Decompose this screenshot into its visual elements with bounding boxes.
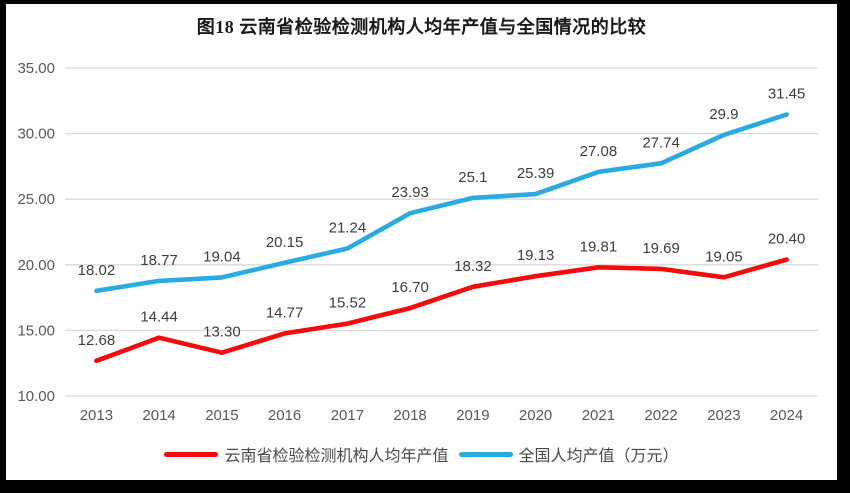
line-chart-svg: 10.00 15.00 20.00 25.00 30.00 35.00 2013 2014 20… [17,60,818,424]
x-axis-tick-label: 2024 [770,407,803,424]
legend-item-yunnan: 云南省检验检测机构人均年产值 [164,442,449,466]
series-line-1 [94,112,789,294]
x-axis-tick-label: 2018 [393,407,426,424]
data-label: 20.15 [266,234,304,251]
y-axis-tick-label: 15.00 [17,322,55,339]
data-label: 29.9 [709,106,738,123]
series-line-0 [94,257,789,364]
data-label: 19.69 [642,240,680,257]
x-axis-tick-label: 2022 [644,407,677,424]
data-label: 19.04 [203,248,241,265]
data-label: 20.40 [768,231,806,248]
legend-line-swatch-blue [458,451,513,457]
data-label: 23.93 [391,184,429,201]
data-label: 27.08 [580,143,618,160]
data-label: 27.74 [642,134,680,151]
data-label: 19.81 [580,238,618,255]
x-axis-tick-label: 2014 [142,407,175,424]
data-label: 19.13 [517,247,555,264]
legend-item-national: 全国人均产值（万元） [458,442,679,466]
x-axis-tick-label: 2015 [205,407,238,424]
data-label: 12.68 [78,332,116,349]
data-label: 31.45 [768,86,806,103]
legend-label-yunnan: 云南省检验检测机构人均年产值 [224,448,449,465]
data-label: 21.24 [329,220,367,237]
x-axis-tick-label: 2019 [456,407,489,424]
legend-label-national: 全国人均产值（万元） [518,448,679,465]
y-axis-tick-label: 25.00 [17,191,55,208]
data-label: 18.02 [78,262,116,279]
data-label: 14.44 [140,309,178,326]
y-axis-tick-label: 35.00 [17,60,55,77]
y-axis-tick-label: 10.00 [17,388,55,405]
data-label: 18.77 [140,252,178,269]
x-axis-tick-label: 2023 [707,407,740,424]
y-axis-tick-label: 20.00 [17,257,55,274]
data-label: 15.52 [329,295,367,312]
x-axis-tick-label: 2013 [80,407,113,424]
data-label: 25.39 [517,165,555,182]
y-axis-tick-label: 30.00 [17,126,55,143]
data-label: 13.30 [203,324,241,341]
chart-legend: 云南省检验检测机构人均年产值 全国人均产值（万元） [6,442,837,466]
x-axis-tick-label: 2021 [582,407,615,424]
data-label: 18.32 [454,258,492,275]
x-axis-tick-label: 2016 [268,407,301,424]
chart-card: 10.00 15.00 20.00 25.00 30.00 35.00 2013 2014 20… [6,4,837,480]
x-axis-tick-label: 2020 [519,407,552,424]
data-label: 16.70 [391,279,429,296]
x-axis-tick-label: 2017 [331,407,364,424]
legend-line-swatch-red [164,451,219,457]
chart-title: 图18 云南省检验检测机构人均年产值与全国情况的比较 [196,17,647,37]
data-label: 14.77 [266,304,304,321]
data-label: 19.05 [705,248,743,265]
data-label: 25.1 [458,169,487,186]
